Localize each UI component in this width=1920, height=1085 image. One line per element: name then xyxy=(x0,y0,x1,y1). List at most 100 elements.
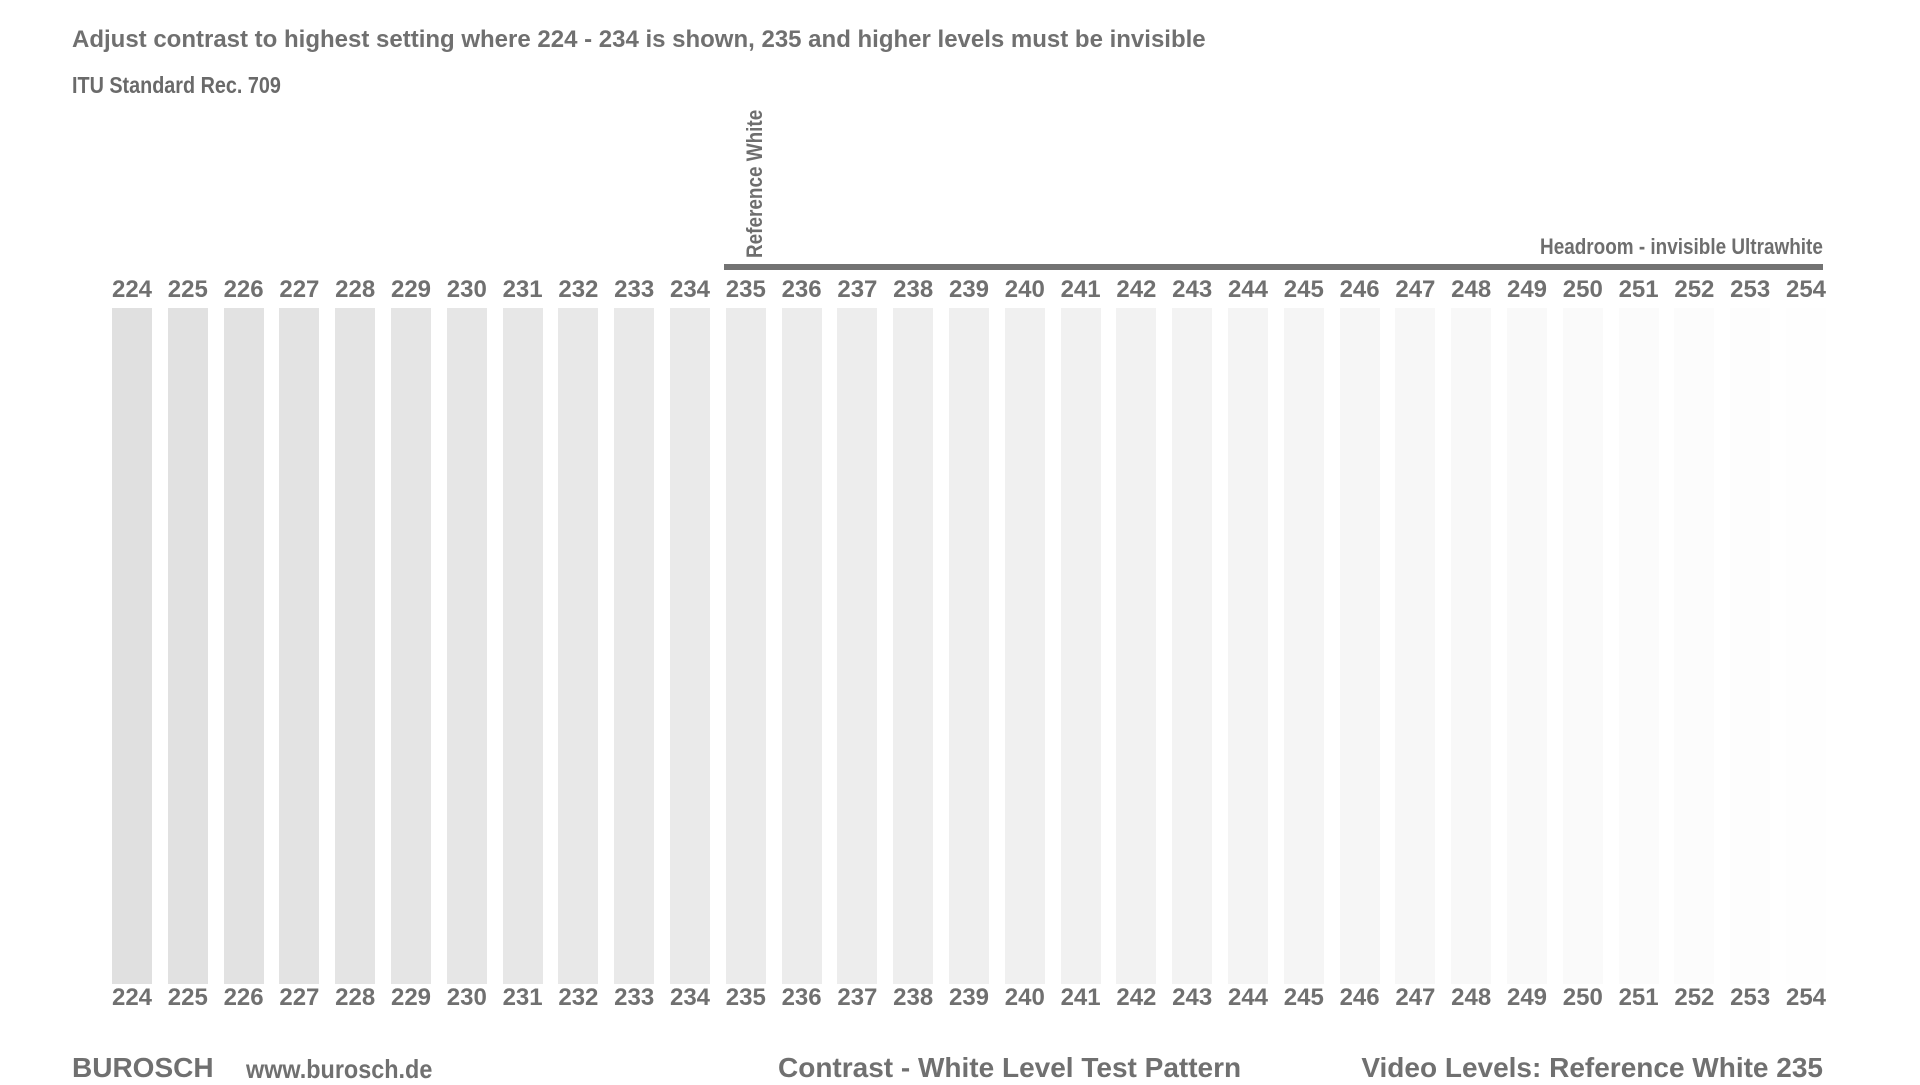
bottom-level-label-239: 239 xyxy=(948,984,990,1011)
top-level-label-235: 235 xyxy=(725,276,766,303)
level-bar-225 xyxy=(167,308,208,984)
bottom-level-label-241: 241 xyxy=(1060,984,1101,1011)
top-level-label-238: 238 xyxy=(893,276,934,303)
bottom-level-label-225: 225 xyxy=(167,984,208,1011)
top-level-label-233: 233 xyxy=(614,276,655,303)
level-bar-242 xyxy=(1116,308,1157,984)
bottom-level-label-230: 230 xyxy=(446,984,487,1011)
level-bar-240 xyxy=(1004,308,1045,984)
top-level-label-247: 247 xyxy=(1395,276,1436,303)
level-bar-251 xyxy=(1618,308,1659,984)
level-bar-227 xyxy=(279,308,320,984)
bottom-level-label-231: 231 xyxy=(502,984,543,1011)
bottom-level-label-228: 228 xyxy=(335,984,376,1011)
bottom-level-label-248: 248 xyxy=(1451,984,1492,1011)
bottom-level-labels: 224 225 226 227 228 229 230 231 232 233 234 235 236 2… xyxy=(0,984,1920,1016)
level-bar-235 xyxy=(725,308,766,984)
reference-white-label: Reference White xyxy=(742,109,767,259)
bottom-level-label-237: 237 xyxy=(837,984,878,1011)
level-bar-229 xyxy=(391,308,431,984)
level-bar-234 xyxy=(670,308,710,984)
bottom-level-label-242: 242 xyxy=(1116,984,1157,1011)
bottom-level-label-249: 249 xyxy=(1506,984,1548,1011)
pattern-name: Contrast - White Level Test Pattern xyxy=(778,1052,1242,1083)
headroom-label: Headroom - invisible Ultrawhite xyxy=(1540,234,1823,259)
level-bar-243 xyxy=(1172,308,1213,984)
level-bar-252 xyxy=(1674,308,1715,984)
bottom-level-label-226: 226 xyxy=(223,984,264,1011)
top-level-label-230: 230 xyxy=(446,276,487,303)
bottom-level-label-253: 253 xyxy=(1730,984,1771,1011)
top-level-label-232: 232 xyxy=(558,276,599,303)
brand-name: BUROSCH xyxy=(72,1052,214,1083)
top-level-label-245: 245 xyxy=(1283,276,1324,303)
bottom-level-label-251: 251 xyxy=(1618,984,1659,1011)
bottom-level-label-236: 236 xyxy=(781,984,822,1011)
top-level-label-227: 227 xyxy=(279,276,320,303)
level-bar-230 xyxy=(446,308,487,984)
bottom-level-label-240: 240 xyxy=(1004,984,1045,1011)
level-bar-233 xyxy=(614,308,655,984)
bottom-level-label-227: 227 xyxy=(279,984,320,1011)
top-level-labels: 224 225 226 227 228 229 230 231 232 233 234 235 236 2… xyxy=(0,276,1920,308)
level-bar-250 xyxy=(1562,308,1603,984)
top-level-label-253: 253 xyxy=(1730,276,1771,303)
level-bar-226 xyxy=(223,308,264,984)
top-level-label-242: 242 xyxy=(1116,276,1157,303)
video-levels-label: Video Levels: Reference White 235 xyxy=(1361,1052,1823,1083)
bottom-level-label-246: 246 xyxy=(1339,984,1380,1011)
bottom-level-label-247: 247 xyxy=(1395,984,1436,1011)
top-level-label-237: 237 xyxy=(837,276,878,303)
level-bar-224 xyxy=(112,308,152,984)
top-level-label-248: 248 xyxy=(1451,276,1492,303)
standard-label: ITU Standard Rec. 709 xyxy=(72,72,281,98)
top-level-label-229: 229 xyxy=(390,276,432,303)
level-bar-248 xyxy=(1451,308,1492,984)
top-level-label-244: 244 xyxy=(1227,276,1269,303)
level-bar-249 xyxy=(1507,308,1547,984)
bottom-level-label-252: 252 xyxy=(1674,984,1715,1011)
top-level-label-240: 240 xyxy=(1004,276,1045,303)
level-bar-238 xyxy=(893,308,934,984)
top-level-label-225: 225 xyxy=(167,276,208,303)
instruction-text: Adjust contrast to highest setting where… xyxy=(72,26,1206,53)
top-level-label-246: 246 xyxy=(1339,276,1380,303)
top-level-label-252: 252 xyxy=(1674,276,1715,303)
top-level-label-254: 254 xyxy=(1785,276,1827,303)
top-level-label-236: 236 xyxy=(781,276,822,303)
top-level-label-239: 239 xyxy=(948,276,990,303)
top-level-label-228: 228 xyxy=(335,276,376,303)
level-bar-241 xyxy=(1060,308,1101,984)
level-bar-254 xyxy=(1786,308,1826,984)
bottom-level-label-224: 224 xyxy=(111,984,153,1011)
top-level-label-231: 231 xyxy=(502,276,543,303)
bottom-level-label-254: 254 xyxy=(1785,984,1827,1011)
level-bar-231 xyxy=(502,308,543,984)
bottom-level-label-244: 244 xyxy=(1227,984,1269,1011)
top-level-label-250: 250 xyxy=(1562,276,1603,303)
level-bars xyxy=(0,308,1920,984)
top-level-label-224: 224 xyxy=(111,276,153,303)
level-bar-228 xyxy=(335,308,376,984)
bottom-level-label-245: 245 xyxy=(1283,984,1324,1011)
bottom-level-label-229: 229 xyxy=(390,984,432,1011)
top-level-label-226: 226 xyxy=(223,276,264,303)
level-bar-245 xyxy=(1283,308,1324,984)
headroom-line xyxy=(724,264,1823,270)
bottom-level-label-232: 232 xyxy=(558,984,599,1011)
level-bar-232 xyxy=(558,308,599,984)
level-bar-246 xyxy=(1339,308,1380,984)
level-bar-239 xyxy=(949,308,989,984)
level-bar-237 xyxy=(837,308,878,984)
bottom-level-label-238: 238 xyxy=(893,984,934,1011)
bottom-level-label-233: 233 xyxy=(614,984,655,1011)
bottom-level-label-243: 243 xyxy=(1172,984,1213,1011)
website-label: www.burosch.de xyxy=(246,1054,433,1084)
top-level-label-251: 251 xyxy=(1618,276,1659,303)
top-level-label-249: 249 xyxy=(1506,276,1548,303)
level-bar-236 xyxy=(781,308,822,984)
top-level-label-234: 234 xyxy=(669,276,711,303)
bottom-level-label-235: 235 xyxy=(725,984,766,1011)
bottom-level-label-234: 234 xyxy=(669,984,711,1011)
top-level-label-241: 241 xyxy=(1060,276,1101,303)
